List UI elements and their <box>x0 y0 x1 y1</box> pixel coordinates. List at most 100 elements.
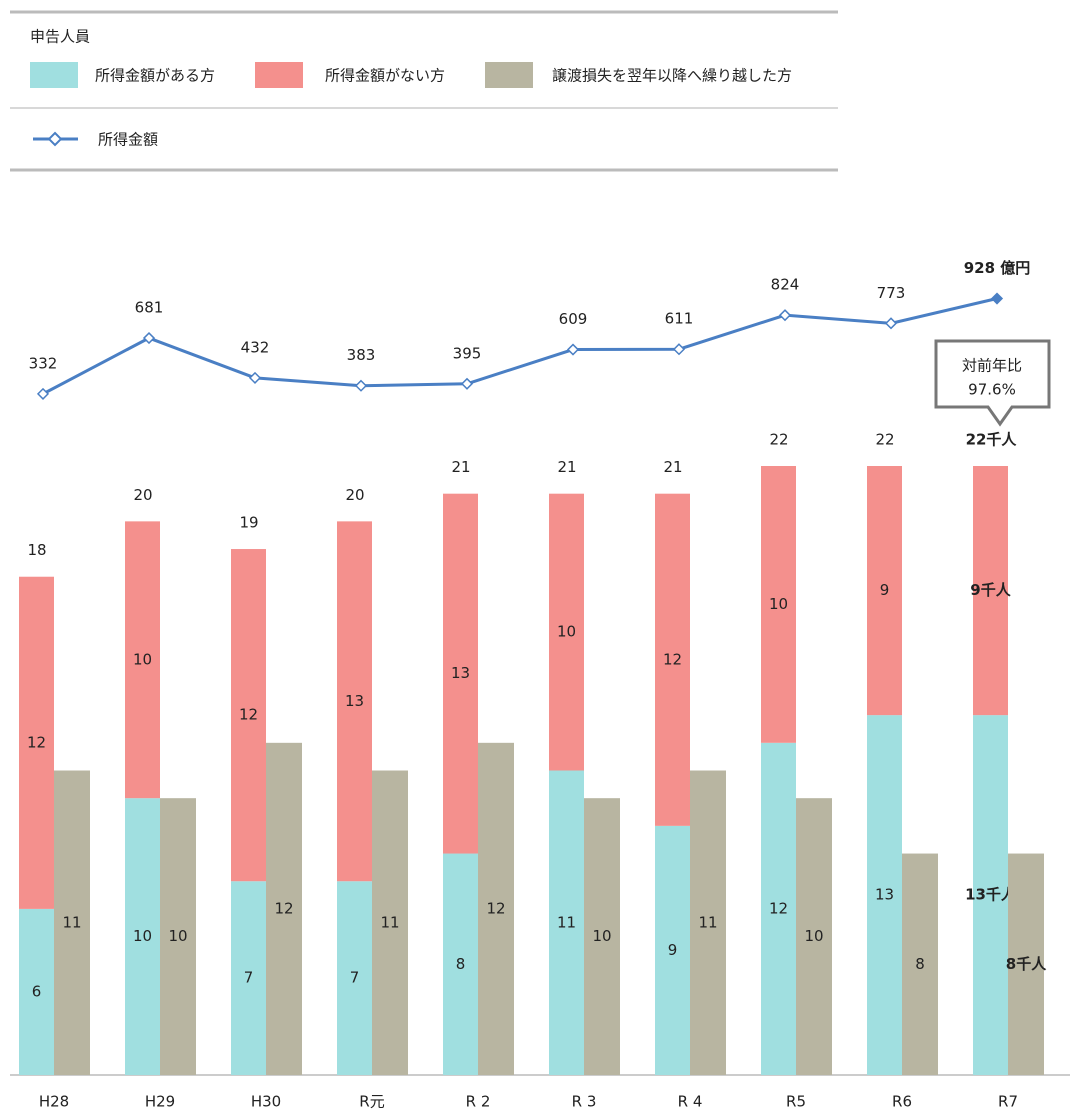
x-tick-label: R7 <box>998 1093 1018 1111</box>
bar-label: 10 <box>168 927 187 945</box>
bar-label: 8 <box>456 955 466 973</box>
x-tick-label: R 4 <box>678 1093 703 1111</box>
bar <box>655 825 690 1075</box>
bar-label: 8千人 <box>1006 955 1047 973</box>
total-label: 18 <box>27 541 46 559</box>
bar <box>266 742 302 1075</box>
bar <box>549 770 584 1075</box>
line-marker <box>354 379 368 392</box>
bar <box>125 798 160 1075</box>
callout-text: 97.6% <box>968 381 1016 399</box>
line-label: 824 <box>771 276 800 294</box>
line-label: 395 <box>453 344 482 362</box>
line-marker <box>248 371 262 384</box>
bar-label: 12 <box>769 899 788 917</box>
bar-label: 11 <box>557 913 576 931</box>
bar-label: 7 <box>350 969 360 987</box>
bar-label: 12 <box>663 650 682 668</box>
callout-title: 対前年比 <box>962 357 1022 375</box>
bar <box>690 770 726 1075</box>
bar <box>231 549 266 882</box>
bar-label: 11 <box>62 913 81 931</box>
x-tick-label: R 3 <box>572 1093 597 1111</box>
total-label: 22 <box>769 431 788 449</box>
x-tick-label: H29 <box>145 1093 175 1111</box>
bar-label: 13 <box>345 692 364 710</box>
x-tick-label: H30 <box>251 1093 281 1111</box>
callout: 対前年比 97.6% <box>934 339 1051 427</box>
bar <box>761 466 796 743</box>
bar <box>19 576 54 909</box>
legend-label: 所得金額がある方 <box>95 67 215 85</box>
bar-label: 13千人 <box>965 886 1017 904</box>
bar <box>902 853 938 1075</box>
bar-label: 7 <box>244 969 254 987</box>
line-label: 611 <box>665 310 694 328</box>
bar <box>1008 853 1044 1075</box>
bar <box>478 742 514 1075</box>
bar <box>973 715 1008 1075</box>
bar <box>655 493 690 826</box>
line-label: 432 <box>241 338 270 356</box>
bar <box>973 466 1008 716</box>
line-marker <box>672 343 686 356</box>
bar-label: 9 <box>880 581 890 599</box>
bar <box>372 770 408 1075</box>
bar-label: 6 <box>32 982 42 1000</box>
bar <box>867 466 902 716</box>
bar-label: 8 <box>915 955 925 973</box>
line-label: 332 <box>29 354 58 372</box>
total-label: 22千人 <box>966 431 1018 449</box>
total-label: 21 <box>451 458 470 476</box>
line-marker <box>460 377 474 390</box>
bar-label: 9千人 <box>970 581 1011 599</box>
total-label: 20 <box>345 486 364 504</box>
bar <box>761 742 796 1075</box>
legend-marker <box>47 131 63 147</box>
bar-label: 10 <box>557 623 576 641</box>
bar-label: 11 <box>698 913 717 931</box>
line <box>42 297 998 396</box>
total-label: 22 <box>875 431 894 449</box>
line-label: 773 <box>877 284 906 302</box>
line-label: 383 <box>347 346 376 364</box>
bar-label: 10 <box>133 927 152 945</box>
total-label: 21 <box>557 458 576 476</box>
total-label: 20 <box>133 486 152 504</box>
line-marker <box>566 343 580 356</box>
bar-label: 12 <box>274 899 293 917</box>
line-marker <box>990 292 1004 305</box>
bar <box>19 908 54 1075</box>
bar-label: 10 <box>592 927 611 945</box>
x-tick-label: R6 <box>892 1093 912 1111</box>
line-marker <box>884 317 898 330</box>
bar-label: 12 <box>27 733 46 751</box>
legend-swatch <box>30 62 78 88</box>
legend-title: 申告人員 <box>30 28 90 46</box>
bar-label: 9 <box>668 941 678 959</box>
bar <box>867 715 902 1075</box>
bar-label: 11 <box>380 913 399 931</box>
line-label: 928 億円 <box>964 259 1031 277</box>
bar <box>584 798 620 1075</box>
x-tick-label: R元 <box>359 1093 384 1111</box>
bar <box>549 493 584 771</box>
legend-swatch <box>255 62 303 88</box>
bar-label: 12 <box>239 706 258 724</box>
total-label: 19 <box>239 514 258 532</box>
x-tick-label: R 2 <box>466 1093 491 1111</box>
bar-label: 10 <box>133 650 152 668</box>
bar <box>125 521 160 799</box>
bar-label: 10 <box>769 595 788 613</box>
callout-box <box>934 339 1051 427</box>
bar <box>337 521 372 882</box>
bar-label: 13 <box>451 664 470 682</box>
legend-label: 譲渡損失を翌年以降へ繰り越した方 <box>552 67 792 85</box>
bar-label: 12 <box>486 899 505 917</box>
bar <box>443 493 478 854</box>
bar-label: 13 <box>875 886 894 904</box>
x-tick-label: R5 <box>786 1093 806 1111</box>
legend-swatch <box>485 62 533 88</box>
x-tick-label: H28 <box>39 1093 69 1111</box>
